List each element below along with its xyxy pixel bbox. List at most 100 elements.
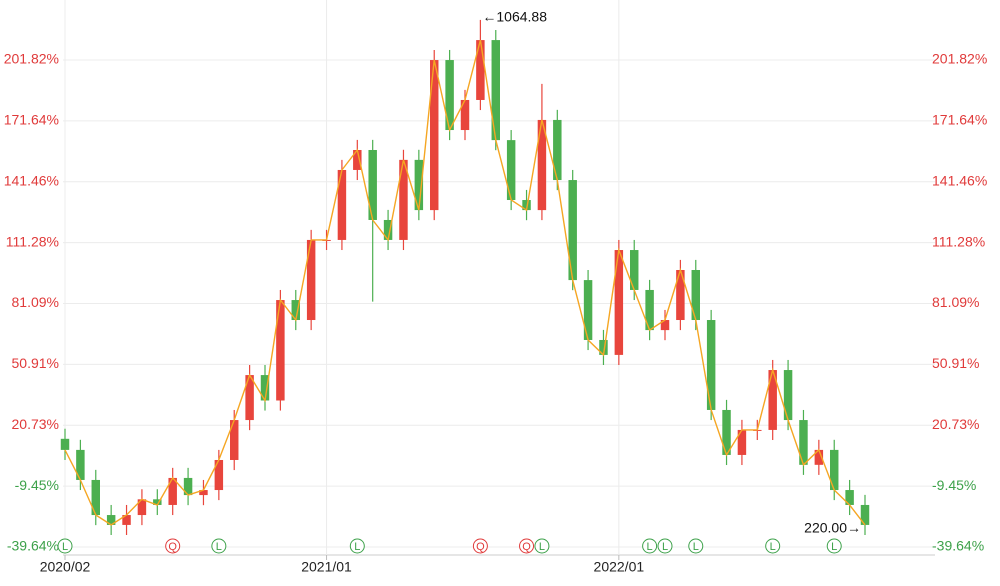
y-tick-label-right: 111.28% <box>932 233 985 249</box>
candle-body <box>276 300 285 401</box>
annotation: ←1064.88 <box>482 9 547 25</box>
candle-body <box>368 149 377 220</box>
event-marker <box>765 538 781 554</box>
candle-body <box>506 140 516 201</box>
candle-body <box>399 159 408 240</box>
event-marker <box>472 538 488 554</box>
candle-body <box>306 239 316 321</box>
candle-body <box>568 180 577 281</box>
event-marker <box>519 538 535 554</box>
candle-body <box>199 490 208 496</box>
event-label: Q <box>168 541 177 553</box>
candle-body <box>860 504 870 525</box>
candle-body <box>614 250 624 355</box>
candle-body <box>630 250 639 290</box>
candle-body <box>91 479 100 516</box>
event-label: L <box>662 541 668 553</box>
event-marker <box>688 538 704 554</box>
candle-body <box>214 459 224 491</box>
event-label: L <box>693 541 699 553</box>
x-tick-label: 2021/01 <box>301 559 352 575</box>
candle-body <box>76 449 85 480</box>
candle-body <box>183 477 193 496</box>
y-tick-label-right: 171.64% <box>932 112 987 128</box>
y-tick-label-right: 81.09% <box>932 294 979 310</box>
event-label: L <box>647 541 653 553</box>
candle-body <box>583 280 593 340</box>
candle-body <box>491 40 500 141</box>
y-tick-label: -39.64% <box>7 538 59 554</box>
candle-body <box>414 159 424 211</box>
candle-body <box>660 320 670 331</box>
candle-body <box>691 269 700 321</box>
candle-body <box>137 499 147 516</box>
candle-body <box>783 370 793 421</box>
y-tick-label-right: -9.45% <box>932 477 976 493</box>
event-marker <box>349 538 365 554</box>
candle-body <box>445 60 454 131</box>
x-tick-label: 2022/01 <box>594 559 645 575</box>
candle-body <box>122 515 131 525</box>
candle-body <box>768 370 777 430</box>
y-tick-label: 201.82% <box>4 51 59 67</box>
event-marker <box>657 538 673 554</box>
candle-body <box>383 219 393 240</box>
candle-body <box>599 339 608 355</box>
candle-body <box>476 40 485 100</box>
candle-body <box>799 420 808 465</box>
y-tick-label: 20.73% <box>12 416 59 432</box>
event-label: L <box>831 541 837 553</box>
candle-body <box>106 515 116 525</box>
y-tick-label: 81.09% <box>12 294 59 310</box>
y-tick-label: 141.46% <box>4 172 59 188</box>
y-tick-label-right: 141.46% <box>932 172 987 188</box>
candle-body <box>722 409 731 455</box>
event-label: L <box>770 541 776 553</box>
candle-body <box>706 320 716 410</box>
candle-body <box>645 289 654 331</box>
candle-body <box>60 438 70 450</box>
y-tick-label: -9.45% <box>15 477 59 493</box>
candle-body <box>553 119 562 181</box>
y-tick-label-right: 50.91% <box>932 355 979 371</box>
candle-body <box>245 375 254 421</box>
event-label: L <box>354 541 360 553</box>
y-tick-label: 111.28% <box>6 233 59 249</box>
candle-body <box>737 429 747 455</box>
event-label: L <box>539 541 545 553</box>
candle-body <box>353 149 362 170</box>
x-tick-label: 2020/02 <box>40 559 91 575</box>
y-tick-label-right: -39.64% <box>932 538 984 554</box>
event-marker <box>211 538 227 554</box>
y-tick-label: 171.64% <box>4 112 59 128</box>
candle-body <box>430 60 439 211</box>
event-label: Q <box>476 541 485 553</box>
candle-body <box>460 99 470 131</box>
candle-body <box>291 300 300 321</box>
event-marker <box>165 538 181 554</box>
candle-body <box>522 200 531 211</box>
event-label: L <box>62 541 68 553</box>
candle-body <box>168 477 177 505</box>
event-label: Q <box>522 541 531 553</box>
candle-body <box>537 119 547 211</box>
candle-body <box>830 449 839 491</box>
annotation: 220.00→ <box>804 520 861 536</box>
event-marker <box>642 538 658 554</box>
candle-body <box>337 169 347 240</box>
candle-body <box>814 449 824 465</box>
y-tick-label-right: 201.82% <box>932 51 987 67</box>
event-marker <box>826 538 842 554</box>
candle-body <box>845 490 854 505</box>
candle-body <box>230 420 239 460</box>
y-tick-label-right: 20.73% <box>932 416 979 432</box>
y-tick-label: 50.91% <box>12 355 59 371</box>
event-label: L <box>216 541 222 553</box>
candle-body <box>153 499 162 505</box>
event-marker <box>534 538 550 554</box>
candle-body <box>676 269 685 321</box>
event-marker <box>57 538 73 554</box>
candle-body <box>260 375 270 401</box>
